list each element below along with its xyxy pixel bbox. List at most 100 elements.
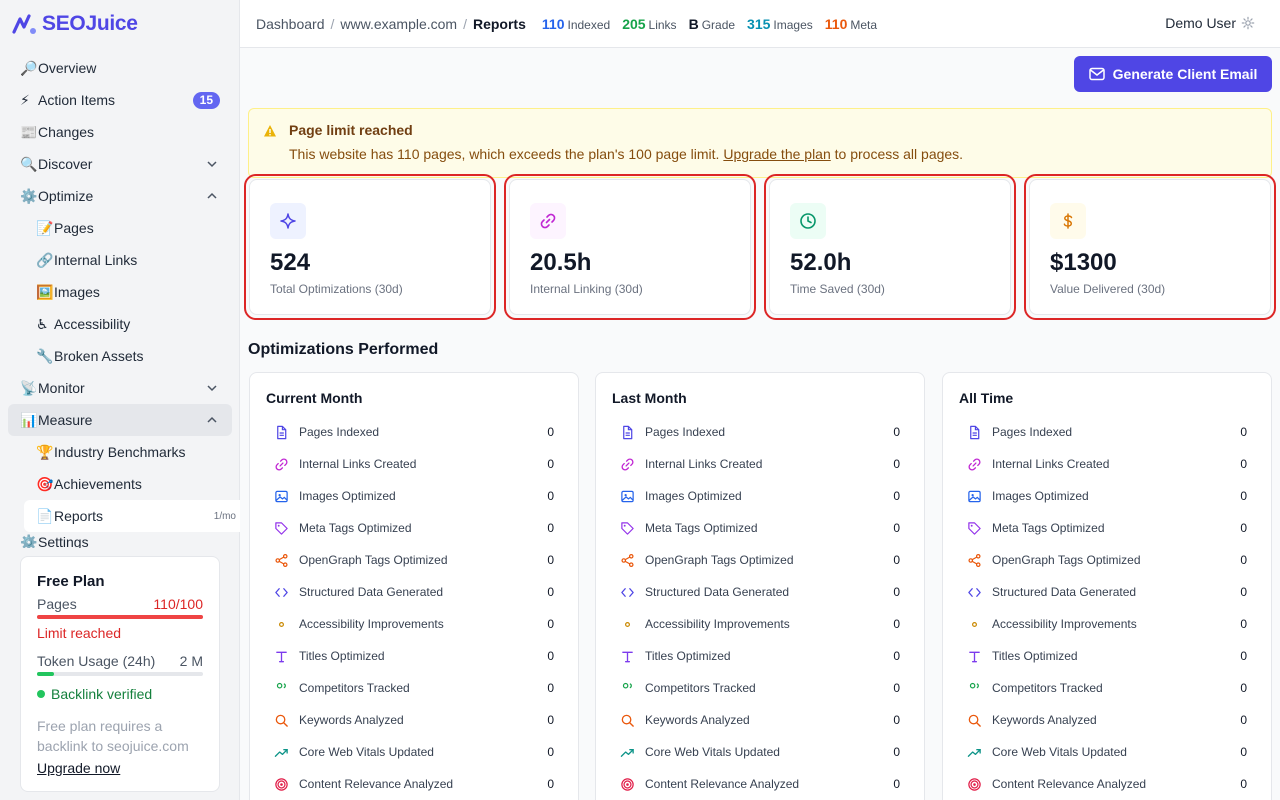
row-value: 0 — [893, 457, 900, 471]
metric-card-total-optimizations: 524 Total Optimizations (30d) — [244, 174, 496, 320]
sidebar-item-label: Broken Assets — [54, 348, 144, 364]
target-icon: 🎯 — [36, 476, 54, 492]
sidebar-item-pages[interactable]: 📝 Pages — [8, 212, 232, 244]
row-value: 0 — [1240, 489, 1247, 503]
sidebar-item-reports[interactable]: 📄 Reports 1/mo — [24, 500, 240, 532]
row-value: 0 — [547, 777, 554, 791]
row-value: 0 — [547, 553, 554, 567]
table-row: Core Web Vitals Updated 0 — [266, 736, 562, 768]
sidebar-scroll-clip: ⚙️ Settings — [8, 532, 232, 548]
row-label: Accessibility Improvements — [299, 617, 444, 631]
sidebar-item-measure[interactable]: 📊 Measure — [8, 404, 232, 436]
app-logo[interactable]: SEOJuice — [12, 10, 138, 38]
metric-value: 20.5h — [530, 249, 592, 276]
user-menu[interactable]: Demo User — [1165, 15, 1236, 31]
breadcrumb-separator: / — [330, 15, 335, 32]
row-label: OpenGraph Tags Optimized — [992, 553, 1141, 567]
row-label: Titles Optimized — [645, 649, 731, 663]
document-icon — [277, 425, 287, 439]
sidebar-item-settings[interactable]: ⚙️ Settings — [8, 532, 232, 548]
breadcrumb-dashboard[interactable]: Dashboard — [256, 15, 325, 32]
table-row: Core Web Vitals Updated 0 — [959, 736, 1255, 768]
sidebar-item-changes[interactable]: 📰 Changes — [8, 116, 232, 148]
generate-client-email-button[interactable]: Generate Client Email — [1074, 56, 1272, 92]
row-label: Internal Links Created — [992, 457, 1110, 471]
sidebar-item-overview[interactable]: 🔎 Overview — [8, 52, 232, 84]
image-icon — [275, 490, 288, 502]
sidebar-item-broken-assets[interactable]: 🔧 Broken Assets — [8, 340, 232, 372]
sidebar: SEOJuice 🔎 Overview ⚡ Action Items 15 📰 Chan… — [0, 0, 240, 800]
row-label: Meta Tags Optimized — [645, 521, 758, 535]
table-row: Competitors Tracked 0 — [266, 672, 562, 704]
sidebar-item-label: Action Items — [38, 92, 116, 108]
token-usage-bar — [37, 672, 203, 676]
table-row: Keywords Analyzed 0 — [959, 704, 1255, 736]
sidebar-item-label: Pages — [54, 220, 94, 236]
sidebar-item-optimize[interactable]: ⚙️ Optimize — [8, 180, 232, 212]
row-label: Content Relevance Analyzed — [992, 777, 1147, 791]
column-title: Current Month — [266, 390, 363, 406]
sidebar-item-discover[interactable]: 🔍 Discover — [8, 148, 232, 180]
row-value: 0 — [893, 553, 900, 567]
table-row: Content Relevance Analyzed 0 — [612, 768, 908, 800]
sidebar-item-label: Monitor — [38, 380, 85, 396]
row-label: Accessibility Improvements — [992, 617, 1137, 631]
row-label: Structured Data Generated — [299, 585, 444, 599]
link-icon — [530, 203, 566, 239]
pages-usage-label: Pages — [37, 596, 77, 612]
row-label: Internal Links Created — [299, 457, 417, 471]
sidebar-item-label: Industry Benchmarks — [54, 444, 186, 460]
sidebar-item-internal-links[interactable]: 🔗 Internal Links — [8, 244, 232, 276]
action-items-count-badge: 15 — [192, 92, 220, 109]
clock-icon — [790, 203, 826, 239]
breadcrumb-current: Reports — [472, 15, 526, 32]
sidebar-item-monitor[interactable]: 📡 Monitor — [8, 372, 232, 404]
chevron-up-icon — [207, 416, 217, 423]
breadcrumb-site[interactable]: www.example.com — [340, 15, 458, 32]
search-icon: 🔍 — [20, 156, 38, 172]
row-label: Structured Data Generated — [992, 585, 1137, 599]
table-row: Content Relevance Analyzed 0 — [266, 768, 562, 800]
table-row: Content Relevance Analyzed 0 — [959, 768, 1255, 800]
row-label: Images Optimized — [645, 489, 742, 503]
image-icon — [968, 490, 981, 502]
column-current-month: Current Month Pages Indexed 0 Internal Lin… — [249, 372, 579, 800]
link-icon — [621, 457, 634, 471]
row-label: Meta Tags Optimized — [992, 521, 1105, 535]
row-label: Images Optimized — [299, 489, 396, 503]
row-value: 0 — [893, 713, 900, 727]
sidebar-item-action-items[interactable]: ⚡ Action Items 15 — [8, 84, 232, 116]
document-icon — [623, 425, 633, 439]
row-label: Titles Optimized — [299, 649, 385, 663]
gear-icon: ⚙️ — [20, 188, 38, 204]
table-row: Titles Optimized 0 — [266, 640, 562, 672]
gear-icon[interactable] — [1241, 16, 1255, 30]
sidebar-item-label: Reports — [54, 508, 104, 524]
sidebar-item-accessibility[interactable]: ♿ Accessibility — [8, 308, 232, 340]
metric-value: $1300 — [1050, 249, 1117, 276]
upgrade-plan-link[interactable]: Upgrade the plan — [723, 146, 831, 162]
site-stats: 110 Indexed 205 Links B Grade 315 Images 110… — [542, 16, 877, 32]
upgrade-now-link[interactable]: Upgrade now — [37, 760, 121, 776]
row-value: 0 — [893, 745, 900, 759]
row-value: 0 — [893, 585, 900, 599]
row-value: 0 — [547, 617, 554, 631]
users-icon — [276, 681, 289, 696]
stat-images: 315 Images — [747, 15, 813, 32]
wheelchair-icon: ♿ — [36, 316, 49, 332]
row-label: Competitors Tracked — [299, 681, 410, 695]
row-label: Images Optimized — [992, 489, 1089, 503]
search-icon — [621, 714, 634, 727]
pages-usage-fill — [37, 615, 203, 619]
table-row: Competitors Tracked 0 — [612, 672, 908, 704]
memo-icon: 📝 — [36, 220, 54, 236]
sidebar-item-industry-benchmarks[interactable]: 🏆 Industry Benchmarks — [8, 436, 232, 468]
sidebar-item-images[interactable]: 🖼️ Images — [8, 276, 232, 308]
chevron-down-icon — [207, 385, 217, 392]
chevron-up-icon — [207, 192, 217, 199]
trend-icon — [967, 748, 981, 757]
limit-reached-text: Limit reached — [37, 625, 122, 641]
link-icon — [968, 457, 981, 471]
row-value: 0 — [547, 681, 554, 695]
sidebar-item-achievements[interactable]: 🎯 Achievements — [8, 468, 232, 500]
